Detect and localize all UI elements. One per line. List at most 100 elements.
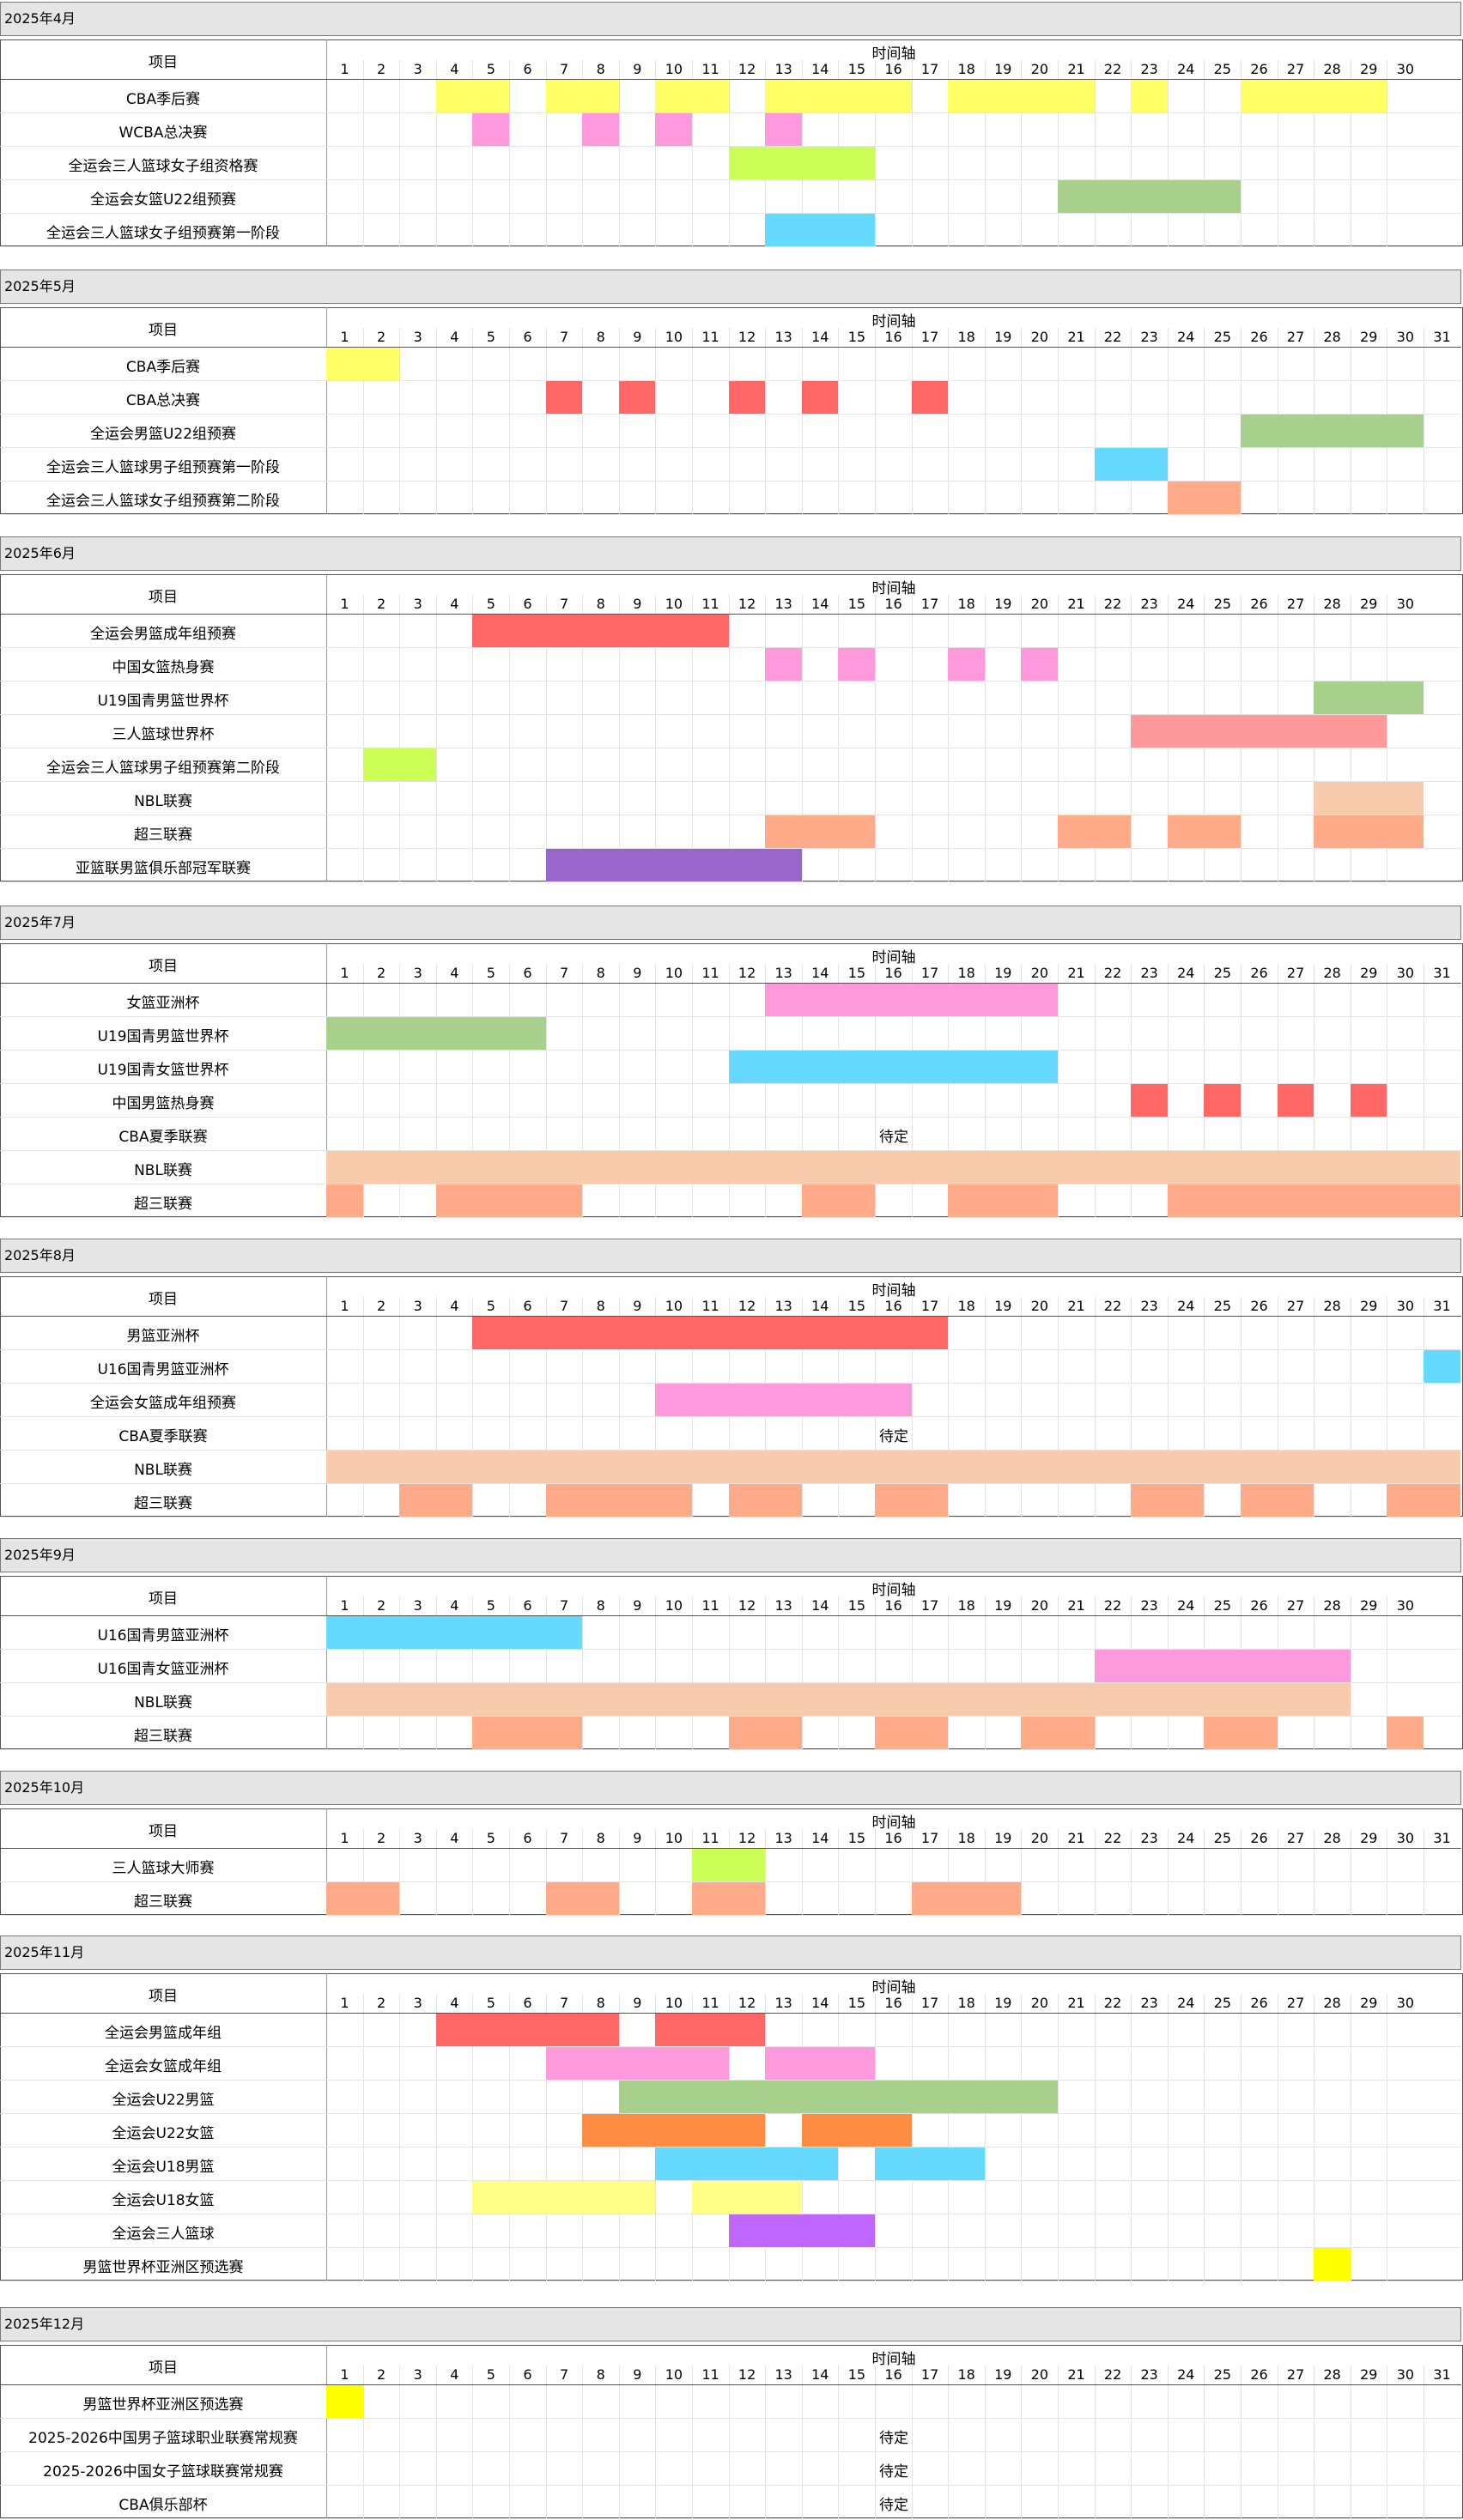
schedule-bar[interactable] bbox=[801, 2114, 912, 2147]
schedule-bar[interactable] bbox=[728, 2214, 875, 2247]
schedule-bar[interactable] bbox=[692, 1849, 766, 1881]
schedule-bar[interactable] bbox=[545, 849, 802, 881]
schedule-bar[interactable] bbox=[618, 2081, 1058, 2113]
schedule-bar[interactable] bbox=[1241, 415, 1424, 447]
schedule-bar[interactable] bbox=[1277, 1084, 1314, 1117]
day-number: 24 bbox=[1177, 965, 1195, 981]
schedule-bar[interactable] bbox=[545, 381, 583, 414]
schedule-bar[interactable] bbox=[948, 648, 985, 681]
schedule-bar[interactable] bbox=[1314, 681, 1424, 714]
schedule-bar[interactable] bbox=[1131, 80, 1168, 112]
schedule-bar[interactable] bbox=[801, 381, 839, 414]
schedule-bar[interactable] bbox=[618, 381, 656, 414]
schedule-bar[interactable] bbox=[765, 648, 802, 681]
day-gridline bbox=[728, 328, 730, 514]
schedule-bar[interactable] bbox=[765, 815, 875, 848]
schedule-bar[interactable] bbox=[1167, 1184, 1460, 1217]
schedule-bar[interactable] bbox=[435, 1184, 583, 1217]
schedule-bar[interactable] bbox=[472, 1317, 949, 1349]
schedule-bar[interactable] bbox=[728, 381, 766, 414]
schedule-bar[interactable] bbox=[362, 748, 436, 781]
schedule-bar[interactable] bbox=[911, 1882, 1022, 1915]
schedule-bar[interactable] bbox=[326, 1451, 1460, 1483]
schedule-bar[interactable] bbox=[545, 1484, 692, 1517]
schedule-bar[interactable] bbox=[948, 80, 1095, 112]
schedule-bar[interactable] bbox=[435, 2014, 619, 2046]
day-gridline bbox=[984, 595, 986, 881]
schedule-bar[interactable] bbox=[1424, 1350, 1460, 1383]
schedule-bar[interactable] bbox=[326, 348, 400, 380]
schedule-bar[interactable] bbox=[728, 1717, 802, 1749]
schedule-bar[interactable] bbox=[1058, 815, 1132, 848]
schedule-bar[interactable] bbox=[765, 214, 875, 246]
day-gridline bbox=[399, 1994, 401, 2281]
schedule-bar[interactable] bbox=[435, 80, 509, 112]
schedule-bar[interactable] bbox=[728, 1051, 1058, 1083]
timeline-header: 时间轴 bbox=[871, 1814, 916, 1832]
day-number: 12 bbox=[738, 329, 756, 345]
schedule-bar[interactable] bbox=[1241, 1484, 1314, 1517]
schedule-bar[interactable] bbox=[801, 1184, 875, 1217]
schedule-bar[interactable] bbox=[655, 1384, 912, 1416]
schedule-bar[interactable] bbox=[1094, 448, 1168, 481]
schedule-bar[interactable] bbox=[765, 2047, 875, 2080]
schedule-bar[interactable] bbox=[326, 1151, 1460, 1184]
day-number: 5 bbox=[486, 965, 495, 981]
day-number: 31 bbox=[1433, 1830, 1451, 1846]
schedule-bar[interactable] bbox=[1131, 715, 1387, 748]
day-number: 25 bbox=[1213, 1597, 1232, 1614]
schedule-bar[interactable] bbox=[1387, 1484, 1460, 1517]
day-gridline bbox=[509, 1994, 510, 2281]
schedule-bar[interactable] bbox=[399, 1484, 473, 1517]
schedule-bar[interactable] bbox=[1241, 80, 1387, 112]
schedule-bar[interactable] bbox=[1314, 815, 1424, 848]
schedule-bar[interactable] bbox=[582, 2114, 766, 2147]
row-divider bbox=[0, 112, 1461, 113]
schedule-bar[interactable] bbox=[472, 615, 729, 647]
schedule-bar[interactable] bbox=[1167, 815, 1241, 848]
schedule-bar[interactable] bbox=[326, 2385, 363, 2418]
schedule-bar[interactable] bbox=[1350, 1084, 1387, 1117]
schedule-bar[interactable] bbox=[875, 1484, 949, 1517]
schedule-bar[interactable] bbox=[948, 1184, 1058, 1217]
schedule-bar[interactable] bbox=[326, 1184, 363, 1217]
schedule-bar[interactable] bbox=[472, 1717, 583, 1749]
schedule-bar[interactable] bbox=[655, 2014, 766, 2046]
schedule-bar[interactable] bbox=[1387, 1717, 1424, 1749]
schedule-bar[interactable] bbox=[1094, 1650, 1351, 1682]
schedule-bar[interactable] bbox=[545, 1882, 619, 1915]
schedule-bar[interactable] bbox=[1021, 648, 1058, 681]
schedule-bar[interactable] bbox=[326, 1683, 1351, 1716]
schedule-bar[interactable] bbox=[692, 2181, 802, 2214]
schedule-bar[interactable] bbox=[326, 1616, 583, 1649]
schedule-bar[interactable] bbox=[692, 1882, 766, 1915]
schedule-bar[interactable] bbox=[545, 2047, 729, 2080]
schedule-bar[interactable] bbox=[728, 147, 875, 179]
schedule-bar[interactable] bbox=[728, 1484, 802, 1517]
schedule-bar[interactable] bbox=[545, 80, 619, 112]
schedule-bar[interactable] bbox=[655, 2147, 839, 2180]
schedule-bar[interactable] bbox=[472, 113, 509, 146]
schedule-bar[interactable] bbox=[1167, 482, 1241, 514]
schedule-bar[interactable] bbox=[765, 80, 912, 112]
schedule-bar[interactable] bbox=[765, 984, 1058, 1016]
schedule-bar[interactable] bbox=[838, 648, 875, 681]
schedule-bar[interactable] bbox=[1204, 1717, 1278, 1749]
schedule-bar[interactable] bbox=[1314, 782, 1424, 815]
schedule-bar[interactable] bbox=[326, 1882, 400, 1915]
schedule-bar[interactable] bbox=[875, 2147, 985, 2180]
schedule-bar[interactable] bbox=[765, 113, 802, 146]
schedule-bar[interactable] bbox=[1058, 180, 1241, 213]
schedule-bar[interactable] bbox=[1131, 1484, 1205, 1517]
schedule-bar[interactable] bbox=[1314, 2248, 1351, 2281]
schedule-bar[interactable] bbox=[1021, 1717, 1095, 1749]
schedule-bar[interactable] bbox=[911, 381, 949, 414]
schedule-bar[interactable] bbox=[472, 2181, 656, 2214]
schedule-bar[interactable] bbox=[875, 1717, 949, 1749]
schedule-bar[interactable] bbox=[582, 113, 619, 146]
schedule-bar[interactable] bbox=[1131, 1084, 1168, 1117]
schedule-bar[interactable] bbox=[655, 113, 692, 146]
schedule-bar[interactable] bbox=[326, 1017, 546, 1050]
schedule-bar[interactable] bbox=[655, 80, 729, 112]
schedule-bar[interactable] bbox=[1204, 1084, 1241, 1117]
